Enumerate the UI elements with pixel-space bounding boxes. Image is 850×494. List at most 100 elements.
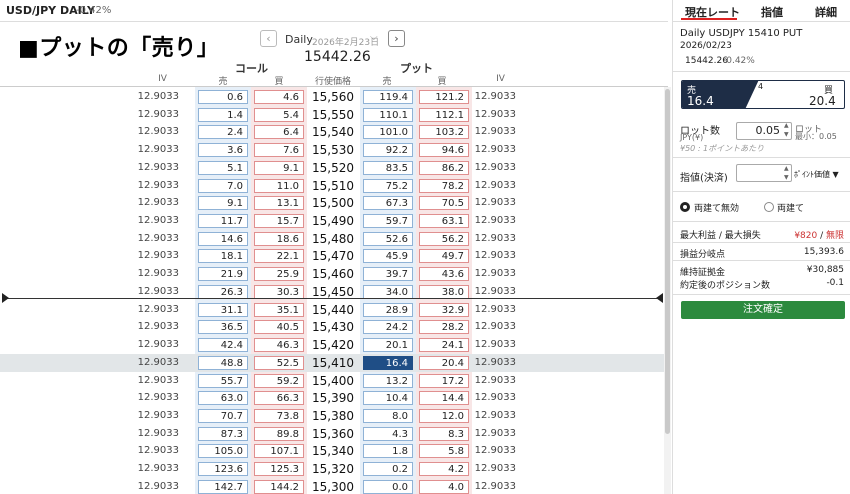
call-sell-price[interactable]: 87.3 xyxy=(198,426,248,441)
put-buy-price[interactable]: 70.5 xyxy=(419,196,469,211)
call-sell-price[interactable]: 70.7 xyxy=(198,408,248,423)
put-sell-price[interactable]: 59.7 xyxy=(363,214,413,229)
put-buy-price[interactable]: 43.6 xyxy=(419,267,469,282)
scrollbar-thumb[interactable] xyxy=(665,89,670,434)
call-sell-price[interactable]: 55.7 xyxy=(198,373,248,388)
call-sell-price[interactable]: 0.6 xyxy=(198,90,248,104)
put-buy-price[interactable]: 8.3 xyxy=(419,426,469,441)
put-sell-price[interactable]: 10.4 xyxy=(363,391,413,406)
call-buy-price[interactable]: 40.5 xyxy=(254,320,304,335)
call-sell-price[interactable]: 142.7 xyxy=(198,479,248,494)
put-buy-price[interactable]: 38.0 xyxy=(419,284,469,299)
put-buy-price[interactable]: 17.2 xyxy=(419,373,469,388)
call-sell-price[interactable]: 5.1 xyxy=(198,160,248,175)
put-buy-price[interactable]: 56.2 xyxy=(419,231,469,246)
put-buy-price[interactable]: 63.1 xyxy=(419,214,469,229)
call-sell-price[interactable]: 26.3 xyxy=(198,284,248,299)
call-sell-price[interactable]: 9.1 xyxy=(198,196,248,211)
prev-date-button[interactable]: ‹ xyxy=(260,30,277,47)
call-buy-price[interactable]: 30.3 xyxy=(254,284,304,299)
call-buy-price[interactable]: 25.9 xyxy=(254,267,304,282)
call-buy-price[interactable]: 89.8 xyxy=(254,426,304,441)
put-sell-price[interactable]: 67.3 xyxy=(363,196,413,211)
spin-up-icon[interactable]: ▲ xyxy=(784,122,789,129)
call-buy-price[interactable]: 9.1 xyxy=(254,160,304,175)
call-buy-price[interactable]: 59.2 xyxy=(254,373,304,388)
next-date-button[interactable]: › xyxy=(388,30,405,47)
call-buy-price[interactable]: 15.7 xyxy=(254,214,304,229)
call-sell-price[interactable]: 21.9 xyxy=(198,267,248,282)
spin-down-icon[interactable]: ▼ xyxy=(784,174,789,181)
put-sell-price[interactable]: 45.9 xyxy=(363,249,413,264)
chevron-down-icon[interactable]: ⌵ xyxy=(370,32,378,43)
call-sell-price[interactable]: 7.0 xyxy=(198,178,248,193)
call-buy-price[interactable]: 35.1 xyxy=(254,302,304,317)
put-buy-price[interactable]: 4.2 xyxy=(419,462,469,477)
put-buy-price[interactable]: 103.2 xyxy=(419,125,469,140)
call-sell-price[interactable]: 48.8 xyxy=(198,355,248,370)
put-buy-price[interactable]: 5.8 xyxy=(419,444,469,459)
put-sell-price[interactable]: 110.1 xyxy=(363,107,413,122)
put-sell-price[interactable]: 52.6 xyxy=(363,231,413,246)
limit-type-select[interactable]: ﾎﾟｲﾝﾄ価値 ▼ xyxy=(794,169,839,180)
put-buy-price[interactable]: 121.2 xyxy=(419,90,469,104)
put-sell-price[interactable]: 34.0 xyxy=(363,284,413,299)
lot-input[interactable]: 0.05 xyxy=(736,122,792,140)
put-buy-price[interactable]: 49.7 xyxy=(419,249,469,264)
call-buy-price[interactable]: 13.1 xyxy=(254,196,304,211)
call-sell-price[interactable]: 123.6 xyxy=(198,462,248,477)
call-buy-price[interactable]: 11.0 xyxy=(254,178,304,193)
put-sell-price[interactable]: 1.8 xyxy=(363,444,413,459)
put-sell-price[interactable]: 4.3 xyxy=(363,426,413,441)
put-buy-price[interactable]: 28.2 xyxy=(419,320,469,335)
put-buy-price[interactable]: 14.4 xyxy=(419,391,469,406)
put-sell-price[interactable]: 83.5 xyxy=(363,160,413,175)
call-sell-price[interactable]: 3.6 xyxy=(198,143,248,158)
put-buy-price[interactable]: 94.6 xyxy=(419,143,469,158)
confirm-order-button[interactable]: 注文確定 xyxy=(681,301,845,319)
call-buy-price[interactable]: 73.8 xyxy=(254,408,304,423)
put-sell-price[interactable]: 20.1 xyxy=(363,338,413,353)
put-buy-price[interactable]: 78.2 xyxy=(419,178,469,193)
hedge-enabled-radio[interactable] xyxy=(764,202,774,212)
call-buy-price[interactable]: 125.3 xyxy=(254,462,304,477)
spin-down-icon[interactable]: ▼ xyxy=(784,131,789,138)
put-buy-price[interactable]: 86.2 xyxy=(419,160,469,175)
call-buy-price[interactable]: 5.4 xyxy=(254,107,304,122)
date-label[interactable]: 2026年2月23日 xyxy=(312,38,380,48)
call-buy-price[interactable]: 18.6 xyxy=(254,231,304,246)
hedge-disabled-radio[interactable] xyxy=(680,202,690,212)
call-sell-price[interactable]: 14.6 xyxy=(198,231,248,246)
limit-close-input[interactable] xyxy=(736,164,792,182)
put-sell-price[interactable]: 16.4 xyxy=(363,355,413,370)
put-sell-price[interactable]: 119.4 xyxy=(363,90,413,104)
put-sell-price[interactable]: 28.9 xyxy=(363,302,413,317)
call-sell-price[interactable]: 1.4 xyxy=(198,107,248,122)
hedge-disabled-label[interactable]: 両建て無効 xyxy=(694,204,740,214)
call-buy-price[interactable]: 107.1 xyxy=(254,444,304,459)
tab-limit[interactable]: 指値 xyxy=(761,6,783,19)
put-buy-price[interactable]: 4.0 xyxy=(419,479,469,494)
put-buy-price[interactable]: 12.0 xyxy=(419,408,469,423)
hedge-enabled-label[interactable]: 両建て xyxy=(777,204,805,214)
put-buy-price[interactable]: 24.1 xyxy=(419,338,469,353)
call-sell-price[interactable]: 36.5 xyxy=(198,320,248,335)
call-sell-price[interactable]: 18.1 xyxy=(198,249,248,264)
buy-price[interactable]: 20.4 xyxy=(809,94,836,108)
put-sell-price[interactable]: 75.2 xyxy=(363,178,413,193)
call-buy-price[interactable]: 66.3 xyxy=(254,391,304,406)
tab-current-rate[interactable]: 現在レート xyxy=(685,6,740,19)
put-sell-price[interactable]: 101.0 xyxy=(363,125,413,140)
call-sell-price[interactable]: 2.4 xyxy=(198,125,248,140)
put-sell-price[interactable]: 39.7 xyxy=(363,267,413,282)
put-sell-price[interactable]: 13.2 xyxy=(363,373,413,388)
tab-details[interactable]: 詳細 xyxy=(815,6,837,19)
put-sell-price[interactable]: 8.0 xyxy=(363,408,413,423)
call-sell-price[interactable]: 42.4 xyxy=(198,338,248,353)
call-sell-price[interactable]: 31.1 xyxy=(198,302,248,317)
put-buy-price[interactable]: 20.4 xyxy=(419,355,469,370)
call-sell-price[interactable]: 105.0 xyxy=(198,444,248,459)
put-sell-price[interactable]: 92.2 xyxy=(363,143,413,158)
call-sell-price[interactable]: 63.0 xyxy=(198,391,248,406)
call-buy-price[interactable]: 46.3 xyxy=(254,338,304,353)
